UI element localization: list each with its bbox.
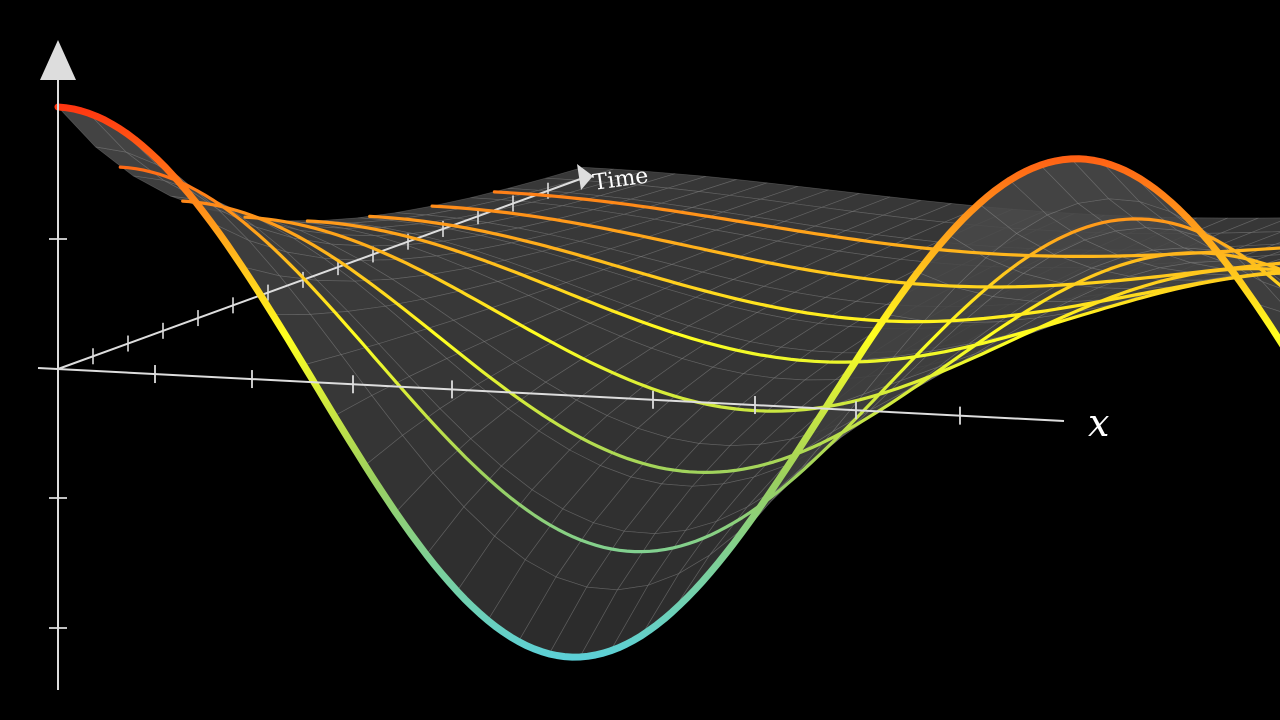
time-slice-curve xyxy=(243,215,1280,413)
time-axis-arrow xyxy=(577,164,593,190)
surface-patch xyxy=(1268,251,1280,256)
surface-patch xyxy=(1268,271,1280,281)
axes xyxy=(37,40,1065,690)
x-axis-label: x xyxy=(1088,401,1109,445)
surface-patch xyxy=(1261,281,1280,302)
time-slice-curve xyxy=(118,165,1280,554)
time-slice-curve xyxy=(305,219,1280,364)
time-slice-curves xyxy=(54,103,1280,661)
initial-temperature-curve xyxy=(54,103,1280,661)
time-slice-curve xyxy=(492,190,1280,258)
time-slice-curve xyxy=(368,214,1280,324)
temperature-axis-arrow xyxy=(40,40,76,80)
surface-patch xyxy=(1251,221,1280,233)
surface-mesh xyxy=(56,106,1280,658)
x-axis-line xyxy=(37,367,1065,422)
surface-patch xyxy=(1275,242,1280,245)
surface-patch xyxy=(1214,231,1280,248)
time-slice-curve xyxy=(430,204,1280,289)
